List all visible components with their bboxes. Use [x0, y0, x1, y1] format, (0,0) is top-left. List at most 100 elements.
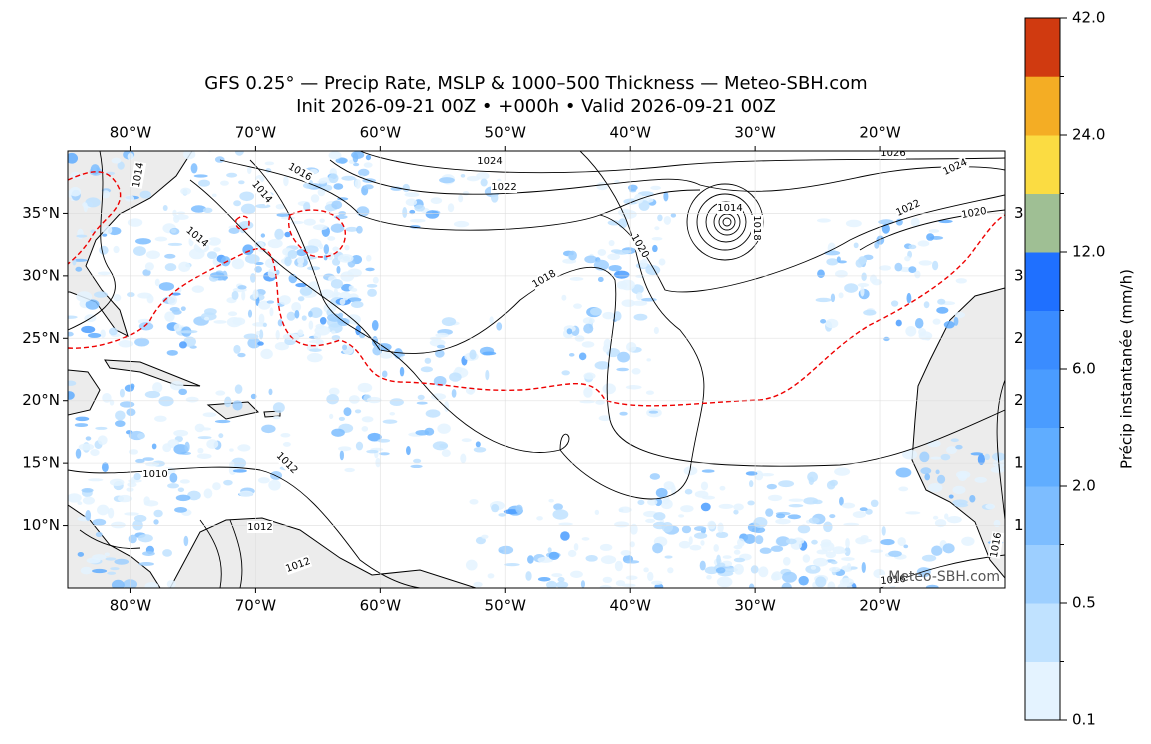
precip-cell — [282, 441, 291, 447]
precip-cell — [594, 361, 610, 370]
precip-cell — [243, 333, 259, 340]
precip-cell — [461, 438, 472, 443]
precip-cell — [310, 194, 320, 203]
precip-cell — [447, 203, 455, 213]
precip-cell — [275, 329, 280, 340]
precip-cell — [356, 206, 370, 217]
precip-cell — [581, 341, 595, 348]
precip-cell — [309, 348, 322, 352]
precip-cell — [111, 579, 125, 588]
precip-cell — [737, 538, 745, 547]
precip-cell — [747, 500, 755, 506]
precip-cell — [390, 186, 403, 191]
precip-cell — [903, 544, 909, 549]
colorbar-tick-label: 6.0 — [1072, 360, 1096, 378]
precip-cell — [439, 177, 455, 184]
precip-cell — [257, 341, 264, 346]
precip-cell — [328, 173, 339, 184]
precip-cell — [247, 309, 253, 318]
precip-cell — [621, 583, 636, 588]
precip-cell — [906, 292, 912, 304]
precip-cell — [399, 366, 405, 377]
precip-cell — [460, 173, 466, 178]
precip-cell — [429, 339, 446, 347]
precip-cell — [635, 274, 646, 278]
precip-cell — [68, 152, 79, 164]
precip-cell — [485, 369, 490, 381]
precip-cell — [328, 151, 342, 160]
precip-cell — [827, 242, 836, 254]
isobar-label: 1018 — [751, 215, 762, 240]
precip-cell — [776, 536, 790, 547]
precip-cell — [417, 394, 425, 400]
precip-cell — [104, 552, 110, 557]
precip-cell — [180, 187, 191, 195]
precip-cell — [138, 562, 155, 566]
precip-cell — [197, 436, 212, 440]
precip-cell — [934, 519, 947, 528]
precip-cell — [178, 388, 188, 395]
graticule — [68, 151, 1005, 588]
isobar-label-bg — [880, 151, 906, 159]
precip-cell — [113, 245, 120, 254]
precip-cell — [527, 555, 534, 564]
precip-cell — [129, 383, 135, 389]
precip-cell — [898, 486, 909, 492]
precip-cell — [942, 543, 955, 554]
x-tick-label: 50°W — [485, 597, 527, 615]
precip-cell — [164, 311, 175, 322]
precip-cell — [191, 285, 205, 293]
precip-cell — [718, 503, 734, 509]
x-tick-label: 30°W — [734, 597, 776, 615]
precip-cell — [700, 502, 711, 512]
precip-cell — [613, 270, 630, 279]
precip-cell — [881, 223, 890, 234]
precip-cell — [865, 508, 873, 515]
precip-cell — [504, 562, 520, 567]
precip-cell — [808, 517, 820, 524]
precip-cell — [946, 446, 957, 455]
precip-cell — [326, 313, 343, 322]
x-tick-label: 80°W — [110, 597, 152, 615]
precip-cell — [767, 494, 783, 502]
precip-cell — [636, 292, 643, 301]
precip-cell — [214, 419, 231, 424]
precip-cell — [218, 433, 224, 439]
precip-cell — [498, 549, 504, 553]
precip-cell — [117, 494, 133, 503]
precip-cell — [883, 336, 890, 342]
precip-cell — [645, 518, 656, 524]
precip-cell — [743, 533, 756, 545]
precip-cell — [286, 311, 296, 321]
precip-cell — [560, 531, 570, 541]
precip-cell — [355, 441, 364, 451]
precip-cell — [914, 270, 921, 279]
precip-cell — [830, 560, 838, 565]
precip-cell — [133, 246, 146, 257]
isobar-label-bg — [879, 572, 907, 588]
precip-cell — [153, 519, 159, 525]
precip-cell — [733, 509, 739, 515]
precip-cell — [476, 172, 490, 180]
precip-cell — [347, 268, 362, 278]
precip-cell — [948, 494, 954, 499]
precip-cell — [220, 256, 231, 267]
precip-cell — [153, 509, 163, 518]
precip-cell — [162, 549, 173, 557]
precip-cell — [895, 467, 912, 478]
precip-cell — [142, 269, 151, 277]
precip-cell — [460, 453, 467, 464]
precip-cell — [808, 476, 815, 485]
precip-cell — [85, 299, 100, 310]
precip-cell — [704, 566, 719, 575]
precip-cell — [284, 256, 292, 267]
precip-cell — [845, 219, 862, 228]
precip-cell — [180, 306, 186, 312]
precip-cell — [170, 228, 177, 234]
precip-cell — [167, 242, 183, 246]
precip-cell — [616, 367, 629, 372]
precip-cell — [952, 499, 968, 506]
precip-cell — [173, 429, 189, 437]
precip-cell — [581, 537, 590, 541]
isobar-label: 1022 — [491, 182, 516, 193]
